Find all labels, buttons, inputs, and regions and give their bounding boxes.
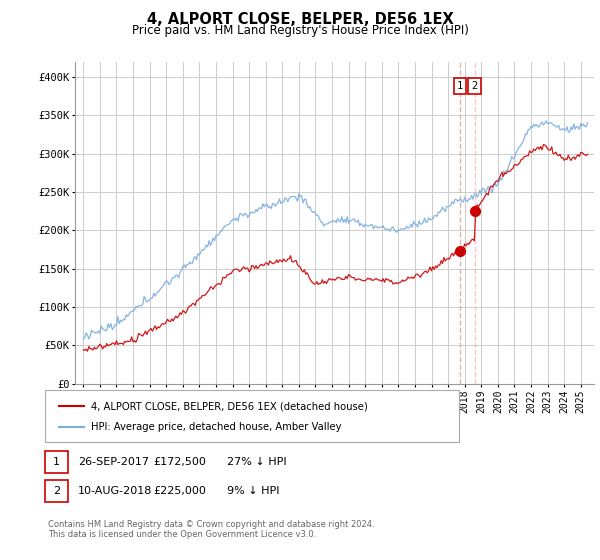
Text: 1: 1	[53, 457, 60, 467]
Text: 2: 2	[53, 486, 60, 496]
Text: 26-SEP-2017: 26-SEP-2017	[78, 457, 149, 467]
Text: 4, ALPORT CLOSE, BELPER, DE56 1EX: 4, ALPORT CLOSE, BELPER, DE56 1EX	[146, 12, 454, 27]
Text: Contains HM Land Registry data © Crown copyright and database right 2024.
This d: Contains HM Land Registry data © Crown c…	[48, 520, 374, 539]
Text: £172,500: £172,500	[154, 457, 206, 467]
Text: Price paid vs. HM Land Registry's House Price Index (HPI): Price paid vs. HM Land Registry's House …	[131, 24, 469, 37]
Text: 10-AUG-2018: 10-AUG-2018	[78, 486, 152, 496]
Text: 4, ALPORT CLOSE, BELPER, DE56 1EX (detached house): 4, ALPORT CLOSE, BELPER, DE56 1EX (detac…	[91, 401, 368, 411]
Text: 2: 2	[472, 81, 478, 91]
Text: HPI: Average price, detached house, Amber Valley: HPI: Average price, detached house, Ambe…	[91, 422, 342, 432]
Text: 1: 1	[457, 81, 463, 91]
Text: 27% ↓ HPI: 27% ↓ HPI	[227, 457, 286, 467]
Text: 9% ↓ HPI: 9% ↓ HPI	[227, 486, 280, 496]
Text: £225,000: £225,000	[154, 486, 206, 496]
